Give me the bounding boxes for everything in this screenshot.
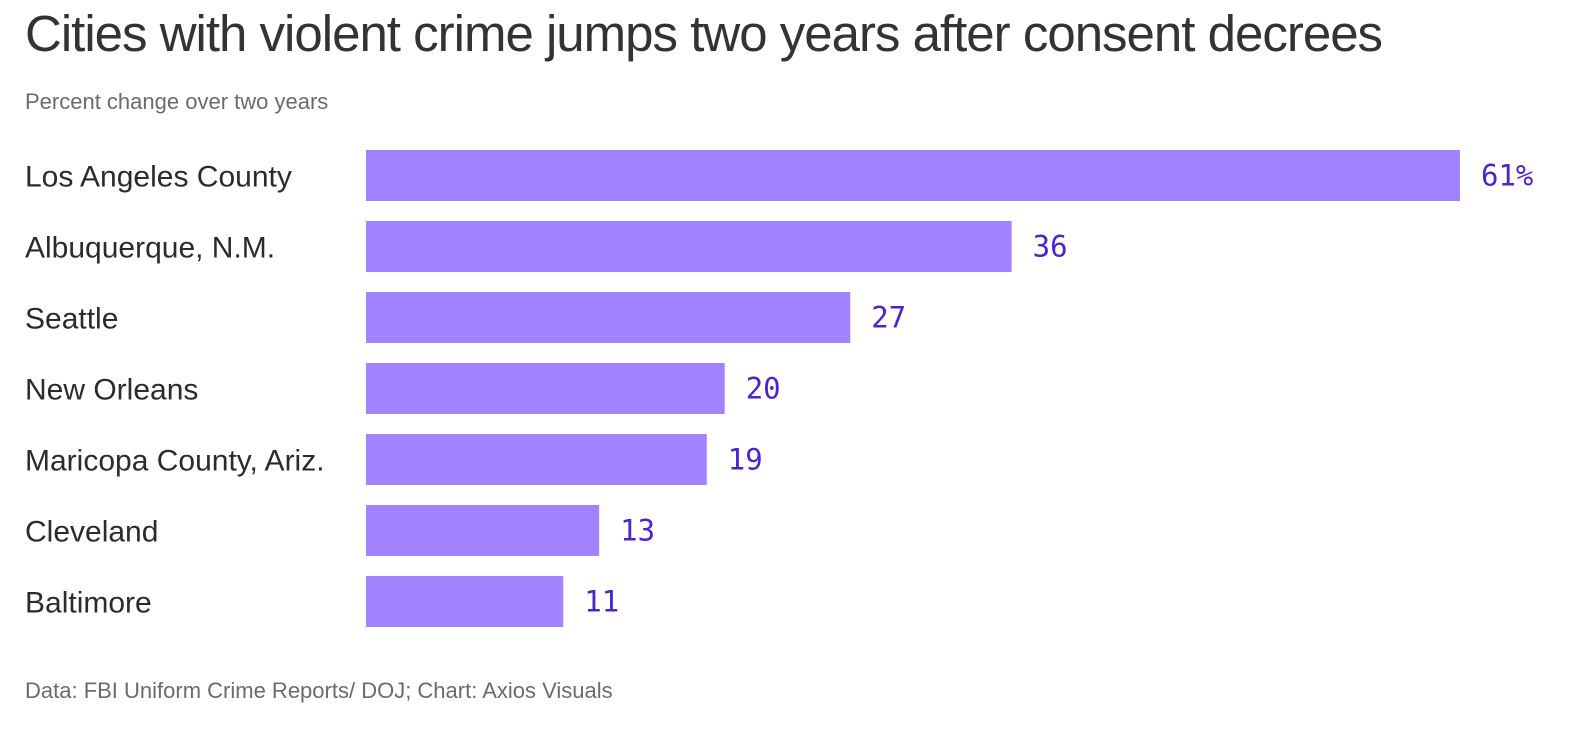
- category-label-maricopa-county-ariz: Maricopa County, Ariz.: [25, 445, 325, 478]
- category-label-los-angeles-county: Los Angeles County: [25, 161, 292, 194]
- category-label-cleveland: Cleveland: [25, 516, 158, 549]
- bar-los-angeles-county: [366, 150, 1460, 201]
- category-label-baltimore: Baltimore: [25, 587, 152, 620]
- value-label-seattle: 27: [871, 301, 906, 335]
- value-label-cleveland: 13: [620, 514, 655, 548]
- value-label-los-angeles-county: 61%: [1481, 159, 1533, 193]
- bar-baltimore: [366, 576, 564, 627]
- chart-subtitle: Percent change over two years: [25, 89, 329, 114]
- category-label-albuquerque-n-m: Albuquerque, N.M.: [25, 232, 275, 265]
- bar-new-orleans: [366, 363, 725, 414]
- category-label-new-orleans: New Orleans: [25, 374, 198, 407]
- value-label-albuquerque-n-m: 36: [1033, 230, 1068, 264]
- source-note: Data: FBI Uniform Crime Reports/ DOJ; Ch…: [25, 678, 613, 703]
- bar-maricopa-county-ariz: [366, 434, 707, 485]
- category-label-seattle: Seattle: [25, 303, 118, 336]
- value-label-maricopa-county-ariz: 19: [728, 443, 763, 477]
- bar-seattle: [366, 292, 851, 343]
- value-label-baltimore: 11: [584, 585, 619, 619]
- bar-cleveland: [366, 505, 600, 556]
- bar-albuquerque-n-m: [366, 221, 1012, 272]
- chart-title: Cities with violent crime jumps two year…: [25, 5, 1383, 62]
- value-label-new-orleans: 20: [746, 372, 781, 406]
